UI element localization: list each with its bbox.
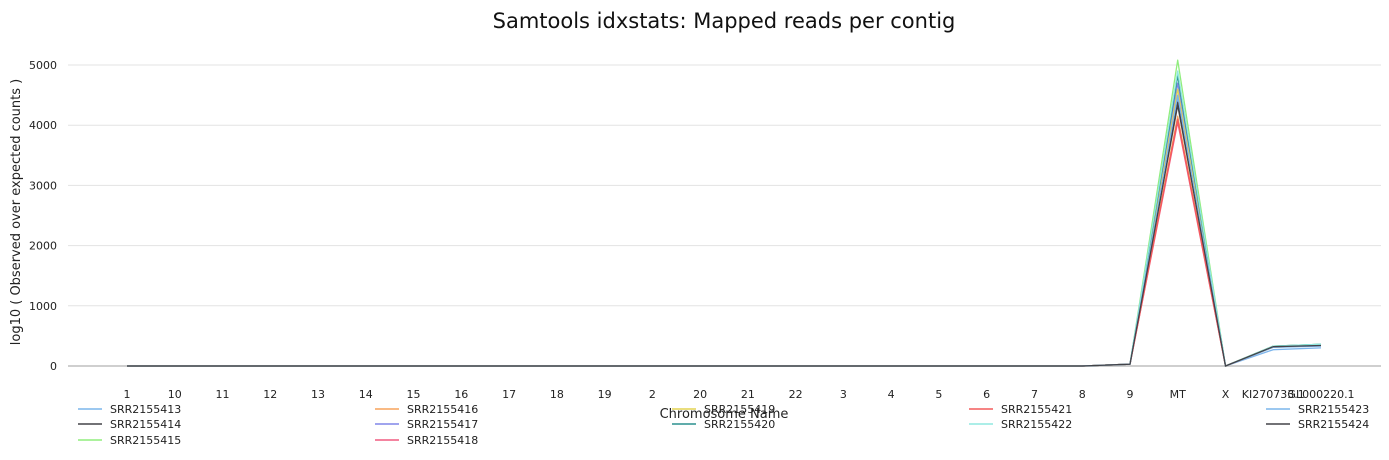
legend-item[interactable]: SRR2155422 xyxy=(969,418,1072,431)
x-tick-label: 2 xyxy=(649,388,656,401)
series-line xyxy=(127,60,1321,366)
y-tick-label: 2000 xyxy=(29,240,57,253)
x-tick-label: X xyxy=(1222,388,1230,401)
x-tick-label: 8 xyxy=(1079,388,1086,401)
x-tick-label: 14 xyxy=(359,388,373,401)
x-tick-label: 11 xyxy=(216,388,230,401)
series-lines xyxy=(127,60,1321,366)
legend-label: SRR2155424 xyxy=(1298,418,1369,431)
y-tick-label: 4000 xyxy=(29,119,57,132)
x-tick-label: 18 xyxy=(550,388,564,401)
legend-label: SRR2155421 xyxy=(1001,403,1072,416)
series-line xyxy=(127,98,1321,366)
x-tick-label: 10 xyxy=(168,388,182,401)
x-tick-label: 3 xyxy=(840,388,847,401)
legend-label: SRR2155416 xyxy=(407,403,478,416)
series-line xyxy=(127,95,1321,366)
series-line xyxy=(127,122,1321,366)
legend: SRR2155413 SRR2155414 SRR2155415 SRR2155416… xyxy=(78,403,1369,447)
x-tick-label: 17 xyxy=(502,388,516,401)
legend-item[interactable]: SRR2155413 xyxy=(78,403,181,416)
legend-item[interactable]: SRR2155415 xyxy=(78,434,181,447)
x-tick-label: 15 xyxy=(407,388,421,401)
x-tick-label: 21 xyxy=(741,388,755,401)
legend-label: SRR2155413 xyxy=(110,403,181,416)
y-tick-labels: 0 1000 2000 3000 4000 5000 xyxy=(29,59,57,373)
x-tick-label: MT xyxy=(1170,388,1186,401)
y-axis-label: log10 ( Observed over expected counts ) xyxy=(9,79,24,346)
x-tick-label: 4 xyxy=(888,388,895,401)
legend-item[interactable]: SRR2155416 xyxy=(375,403,478,416)
x-tick-labels: 1 10 11 12 13 14 15 16 17 18 19 2 20 21 22 3 4 5 6 7 8 9 MT X KI… xyxy=(124,388,1355,401)
legend-item[interactable]: SRR2155418 xyxy=(375,434,478,447)
y-tick-label: 1000 xyxy=(29,300,57,313)
x-tick-label: 6 xyxy=(983,388,990,401)
x-tick-label: 12 xyxy=(263,388,277,401)
legend-label: SRR2155420 xyxy=(704,418,775,431)
legend-label: SRR2155417 xyxy=(407,418,478,431)
x-tick-label: 22 xyxy=(789,388,803,401)
y-tick-label: 5000 xyxy=(29,59,57,72)
x-tick-label: 13 xyxy=(311,388,325,401)
x-tick-label: 7 xyxy=(1031,388,1038,401)
series-line xyxy=(127,102,1321,366)
x-tick-label: 9 xyxy=(1126,388,1133,401)
legend-item[interactable]: SRR2155417 xyxy=(375,418,478,431)
series-line xyxy=(127,119,1321,366)
legend-label: SRR2155415 xyxy=(110,434,181,447)
legend-label: SRR2155422 xyxy=(1001,418,1072,431)
x-tick-label: 1 xyxy=(124,388,131,401)
x-tick-label: 20 xyxy=(693,388,707,401)
chart-title: Samtools idxstats: Mapped reads per cont… xyxy=(493,9,956,33)
x-tick-label: 19 xyxy=(598,388,612,401)
y-tick-label: 3000 xyxy=(29,179,57,192)
legend-label: SRR2155423 xyxy=(1298,403,1369,416)
series-line xyxy=(127,76,1321,366)
legend-label: SRR2155418 xyxy=(407,434,478,447)
series-line xyxy=(127,71,1321,366)
x-tick-label: 5 xyxy=(935,388,942,401)
series-line xyxy=(127,105,1321,366)
legend-item[interactable]: SRR2155424 xyxy=(1266,418,1369,431)
x-tick-label: 16 xyxy=(454,388,468,401)
series-line xyxy=(127,89,1321,366)
legend-item[interactable]: SRR2155421 xyxy=(969,403,1072,416)
y-tick-label: 0 xyxy=(50,360,57,373)
x-tick-label: GL000220.1 xyxy=(1287,388,1354,401)
legend-item[interactable]: SRR2155414 xyxy=(78,418,181,431)
legend-item[interactable]: SRR2155423 xyxy=(1266,403,1369,416)
legend-label: SRR2155419 xyxy=(704,403,775,416)
legend-label: SRR2155414 xyxy=(110,418,181,431)
series-line xyxy=(127,116,1321,366)
